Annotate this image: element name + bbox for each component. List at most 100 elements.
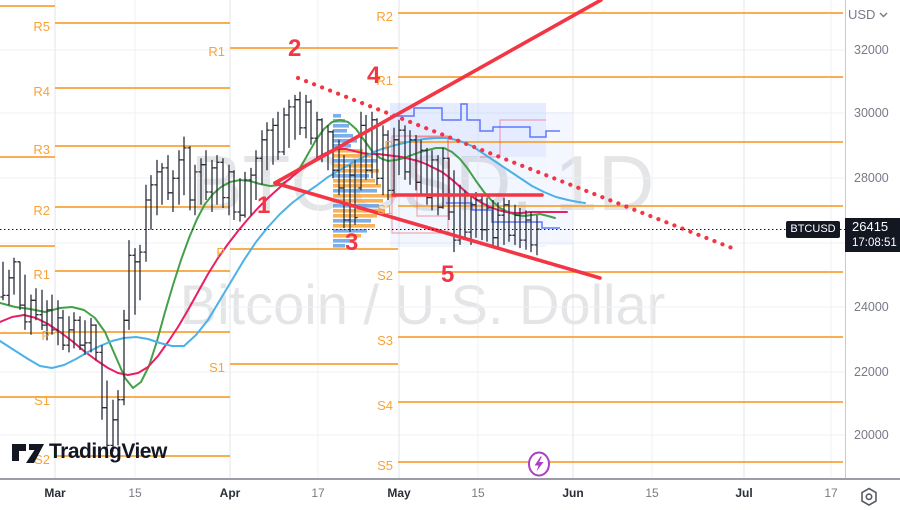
- ohlc-bar: [286, 99, 292, 148]
- ohlc-bar: [396, 119, 402, 176]
- ohlc-bar: [451, 170, 457, 253]
- ohlc-bar: [137, 244, 143, 301]
- volume-profile-row: [333, 174, 369, 178]
- fast-ma-line[interactable]: [0, 119, 556, 389]
- ohlc-bar: [264, 122, 270, 171]
- ohlc-bar: [49, 294, 55, 335]
- volume-profile-row: [333, 239, 353, 243]
- symbol-price-line-badge: BTCUSD: [786, 221, 840, 238]
- volume-profile-row: [333, 129, 347, 133]
- ohlc-bar: [192, 164, 198, 216]
- ohlc-bar: [314, 111, 320, 159]
- ohlc-bar: [413, 135, 419, 191]
- ohlc-bar: [214, 155, 220, 205]
- ohlc-bar: [0, 261, 6, 301]
- volume-profile-row: [333, 149, 363, 153]
- time-axis[interactable]: Mar 15 Apr 17 May 15 Jun 15 Jul 17: [0, 478, 900, 510]
- upper-step[interactable]: [390, 103, 560, 138]
- indicator-zone-box[interactable]: [546, 112, 572, 245]
- ohlc-bar: [28, 294, 34, 335]
- ohlc-bar: [523, 210, 529, 250]
- currency-selector[interactable]: USD: [848, 7, 888, 22]
- time-tick-jun: Jun: [562, 486, 584, 500]
- price-tick-22000: 22000: [854, 365, 889, 379]
- ohlc-bar: [341, 155, 347, 229]
- ohlc-bar: [209, 159, 215, 212]
- time-tick-15: 15: [645, 486, 659, 500]
- descending-trendline[interactable]: [273, 181, 602, 280]
- pivot-levels[interactable]: [0, 5, 843, 463]
- ohlc-bar: [176, 150, 182, 205]
- price-tick-32000: 32000: [854, 43, 889, 57]
- ohlc-bar: [473, 192, 479, 238]
- ohlc-bar: [468, 195, 474, 245]
- ohlc-bar: [330, 130, 336, 179]
- ohlc-bar: [270, 118, 276, 165]
- ohlc-bar: [369, 111, 375, 179]
- ohlc-bar: [154, 159, 160, 216]
- ohlc-bar: [402, 125, 408, 180]
- volume-profile-row: [333, 199, 383, 203]
- volume-profile-row: [333, 179, 375, 183]
- ohlc-bar: [22, 274, 28, 330]
- ohlc-bar: [292, 94, 298, 140]
- axis-settings-button[interactable]: [858, 486, 880, 510]
- ohlc-bar: [104, 380, 110, 451]
- ohlc-bar: [181, 136, 187, 196]
- ohlc-bars: [0, 91, 540, 452]
- ohlc-bar: [17, 261, 23, 310]
- ohlc-bar: [517, 208, 523, 249]
- ohlc-bar: [363, 115, 369, 180]
- ascending-trendline[interactable]: [273, 0, 603, 185]
- volume-profile-row: [333, 169, 379, 173]
- ohlc-bar: [121, 309, 127, 406]
- ohlc-bar: [6, 269, 12, 306]
- slow-ma-line[interactable]: [0, 137, 586, 369]
- price-tick-30000: 30000: [854, 106, 889, 120]
- ohlc-bar: [226, 164, 232, 216]
- time-tick-jul: Jul: [735, 486, 753, 500]
- ohlc-bar: [39, 289, 45, 330]
- ohlc-bar: [88, 317, 94, 353]
- currency-selector-label: USD: [848, 7, 876, 22]
- ohlc-bar: [220, 158, 226, 208]
- ohlc-bar: [303, 94, 309, 139]
- ohlc-bar: [203, 150, 209, 200]
- lightning-icon: [528, 451, 550, 477]
- ohlc-bar: [385, 130, 391, 200]
- publish-idea-button[interactable]: [526, 450, 552, 483]
- ohlc-bar: [297, 91, 303, 135]
- dotted-trendline[interactable]: [295, 75, 735, 251]
- price-chart[interactable]: [0, 0, 845, 478]
- time-tick-may: May: [387, 486, 411, 500]
- ohlc-bar: [132, 248, 138, 315]
- time-tick-15: 15: [128, 486, 142, 500]
- price-tick-24000: 24000: [854, 300, 889, 314]
- volume-profile-row: [333, 154, 371, 158]
- ohlc-bar: [253, 150, 259, 200]
- volume-profile-row: [333, 139, 357, 143]
- ohlc-bar: [187, 146, 193, 211]
- ohlc-bar: [374, 118, 380, 185]
- ohlc-bar: [506, 200, 512, 242]
- ohlc-bar: [352, 159, 358, 225]
- ohlc-bar: [325, 125, 331, 171]
- ohlc-bar: [358, 111, 364, 191]
- ohlc-bar: [165, 155, 171, 200]
- volume-profile-row: [333, 184, 381, 188]
- tradingview-logo[interactable]: TradingView: [10, 440, 167, 464]
- ohlc-bar: [66, 316, 72, 353]
- ohlc-bar: [71, 312, 77, 349]
- volume-profile-row: [333, 114, 341, 118]
- ohlc-bar: [231, 170, 237, 220]
- ohlc-bar: [60, 309, 66, 350]
- ohlc-bar: [198, 158, 204, 205]
- volume-profile-row: [333, 219, 371, 223]
- ohlc-bar: [126, 240, 132, 330]
- time-tick-17: 17: [824, 486, 838, 500]
- ohlc-bar: [44, 300, 50, 341]
- price-tick-28000: 28000: [854, 171, 889, 185]
- ohlc-bar: [512, 204, 518, 245]
- volume-profile-row: [333, 164, 373, 168]
